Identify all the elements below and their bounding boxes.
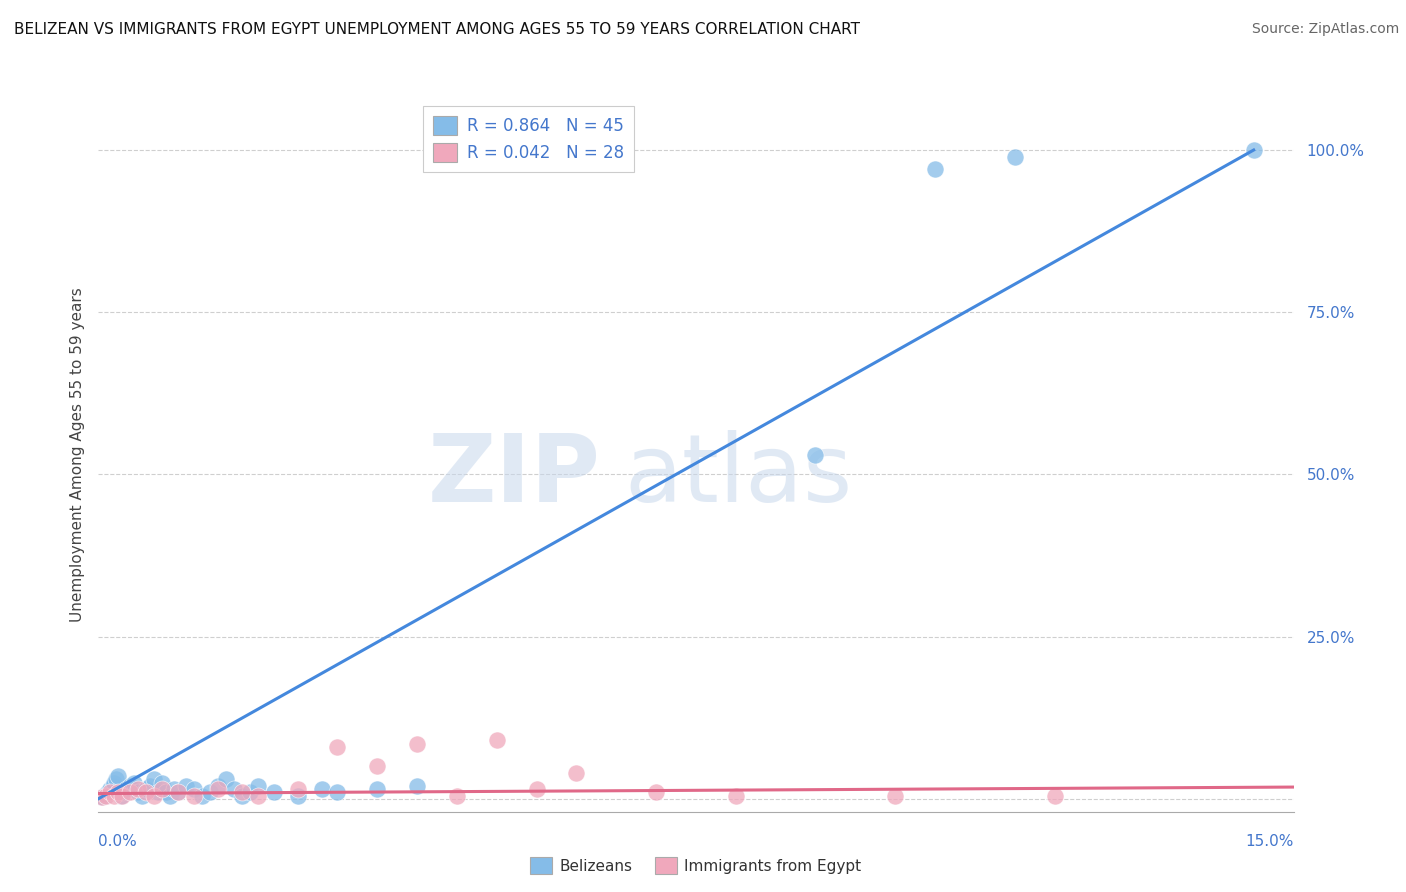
Point [155, 785, 177, 799]
Text: BELIZEAN VS IMMIGRANTS FROM EGYPT UNEMPLOYMENT AMONG AGES 55 TO 59 YEARS CORRELA: BELIZEAN VS IMMIGRANTS FROM EGYPT UNEMPL… [14, 22, 860, 37]
Text: 15.0%: 15.0% [1246, 834, 1294, 849]
Point [246, 779, 269, 793]
Point [207, 779, 229, 793]
Point [98, 782, 122, 797]
Point [124, 775, 146, 789]
Point [215, 772, 238, 787]
Point [406, 779, 429, 793]
Point [120, 779, 142, 793]
Point [148, 785, 170, 799]
Point [231, 785, 253, 799]
Point [231, 789, 253, 803]
Text: 0.0%: 0.0% [98, 834, 138, 849]
Point [139, 779, 162, 793]
Point [263, 785, 285, 799]
Point [207, 782, 229, 797]
Point [150, 782, 173, 797]
Point [326, 785, 349, 799]
Point [96, 787, 118, 801]
Text: atlas: atlas [624, 430, 852, 523]
Point [1004, 149, 1026, 163]
Point [246, 789, 269, 803]
Point [485, 733, 508, 747]
Point [127, 785, 149, 799]
Point [135, 785, 157, 799]
Point [366, 782, 388, 797]
Point [326, 739, 349, 754]
Y-axis label: Unemployment Among Ages 55 to 59 years: Unemployment Among Ages 55 to 59 years [69, 287, 84, 623]
Point [120, 785, 142, 799]
Point [127, 782, 149, 797]
Point [191, 789, 214, 803]
Point [110, 789, 132, 803]
Point [111, 785, 134, 799]
Point [406, 737, 429, 751]
Point [167, 785, 190, 799]
Point [103, 775, 125, 789]
Point [94, 789, 117, 803]
Legend: R = 0.864   N = 45, R = 0.042   N = 28: R = 0.864 N = 45, R = 0.042 N = 28 [423, 106, 634, 172]
Point [311, 782, 333, 797]
Point [98, 785, 122, 799]
Point [222, 782, 245, 797]
Point [150, 775, 173, 789]
Point [111, 789, 134, 803]
Point [645, 785, 668, 799]
Point [96, 789, 118, 803]
Point [97, 785, 120, 799]
Text: Source: ZipAtlas.com: Source: ZipAtlas.com [1251, 22, 1399, 37]
Point [91, 789, 114, 804]
Point [104, 772, 127, 787]
Point [159, 789, 181, 803]
Point [239, 785, 262, 799]
Point [1243, 143, 1265, 157]
Point [1043, 789, 1066, 803]
Point [101, 779, 124, 793]
Point [115, 782, 138, 797]
Point [565, 765, 588, 780]
Point [526, 782, 548, 797]
Point [183, 789, 205, 803]
Point [366, 759, 388, 773]
Point [143, 789, 166, 803]
Legend: Belizeans, Immigrants from Egypt: Belizeans, Immigrants from Egypt [524, 851, 868, 880]
Point [167, 785, 190, 799]
Point [446, 789, 468, 803]
Point [174, 779, 197, 793]
Point [107, 769, 129, 783]
Point [183, 782, 205, 797]
Point [143, 772, 166, 787]
Point [135, 782, 157, 797]
Point [924, 162, 946, 177]
Point [103, 789, 125, 803]
Point [91, 789, 114, 804]
Point [287, 789, 309, 803]
Point [198, 785, 221, 799]
Point [804, 448, 827, 462]
Point [131, 789, 153, 803]
Point [884, 789, 907, 803]
Point [287, 782, 309, 797]
Text: ZIP: ZIP [427, 430, 600, 523]
Point [163, 782, 186, 797]
Point [724, 789, 747, 803]
Point [107, 785, 129, 799]
